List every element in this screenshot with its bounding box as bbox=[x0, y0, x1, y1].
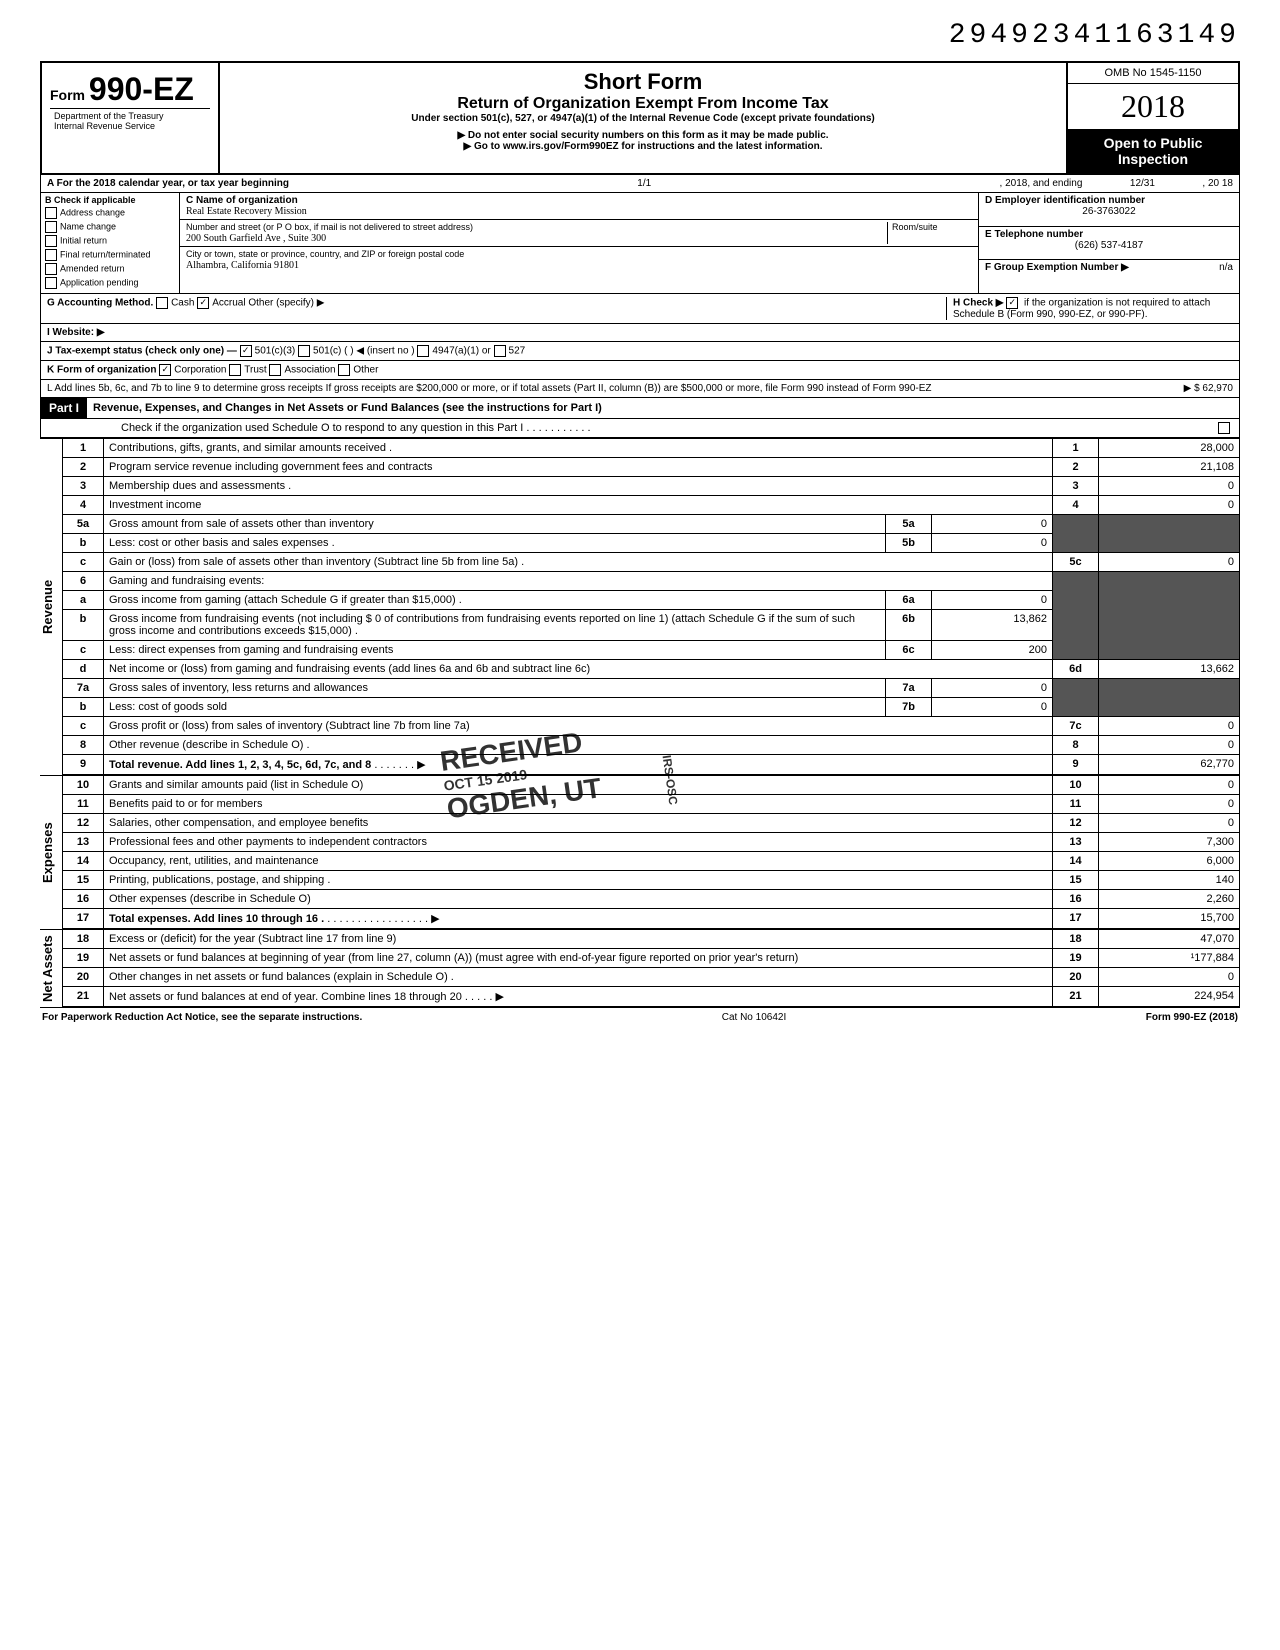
checkbox-b-option[interactable]: Address change bbox=[45, 207, 175, 219]
checkbox-corp[interactable]: ✓ bbox=[159, 364, 171, 376]
section-e: E Telephone number (626) 537-4187 bbox=[979, 227, 1239, 261]
checkbox-b-option[interactable]: Name change bbox=[45, 221, 175, 233]
checkbox-b-option[interactable]: Application pending bbox=[45, 277, 175, 289]
checkbox-trust[interactable] bbox=[229, 364, 241, 376]
title-under: Under section 501(c), 527, or 4947(a)(1)… bbox=[230, 113, 1056, 124]
warn-ssn: ▶ Do not enter social security numbers o… bbox=[230, 130, 1056, 141]
row-k: K Form of organization ✓Corporation Trus… bbox=[40, 361, 1240, 380]
checkbox-501c[interactable] bbox=[298, 345, 310, 357]
form-label: Form 990-EZ bbox=[50, 71, 210, 108]
title-short: Short Form bbox=[230, 69, 1056, 95]
row-j: J Tax-exempt status (check only one) — ✓… bbox=[40, 342, 1240, 361]
part1-header: Part I Revenue, Expenses, and Changes in… bbox=[41, 398, 1239, 418]
checkbox-cash[interactable] bbox=[156, 297, 168, 309]
checkbox-b-option[interactable]: Final return/terminated bbox=[45, 249, 175, 261]
section-c-city: City or town, state or province, country… bbox=[180, 247, 978, 273]
section-f: F Group Exemption Number ▶ n/a bbox=[979, 260, 1239, 293]
checkbox-b-option[interactable]: Amended return bbox=[45, 263, 175, 275]
checkbox-527[interactable] bbox=[494, 345, 506, 357]
side-netassets: Net Assets bbox=[40, 929, 63, 1007]
dept-treasury: Department of the Treasury Internal Reve… bbox=[50, 108, 210, 133]
section-c-name: C Name of organization Real Estate Recov… bbox=[180, 193, 978, 220]
form-header: Form 990-EZ Department of the Treasury I… bbox=[40, 61, 1240, 175]
checkbox-assoc[interactable] bbox=[269, 364, 281, 376]
checkbox-part1[interactable] bbox=[1218, 422, 1230, 434]
tax-year: 2018 bbox=[1068, 84, 1238, 129]
warn-url: ▶ Go to www.irs.gov/Form990EZ for instru… bbox=[230, 141, 1056, 152]
line-a: A For the 2018 calendar year, or tax yea… bbox=[40, 175, 1240, 193]
checkbox-other[interactable] bbox=[338, 364, 350, 376]
checkbox-accrual[interactable]: ✓ bbox=[197, 297, 209, 309]
row-l: L Add lines 5b, 6c, and 7b to line 9 to … bbox=[40, 380, 1240, 398]
omb-number: OMB No 1545-1150 bbox=[1068, 63, 1238, 84]
section-b: B Check if applicable Address changeName… bbox=[41, 193, 180, 293]
title-main: Return of Organization Exempt From Incom… bbox=[230, 95, 1056, 113]
checkbox-501c3[interactable]: ✓ bbox=[240, 345, 252, 357]
info-grid: B Check if applicable Address changeName… bbox=[40, 193, 1240, 294]
checkbox-h[interactable]: ✓ bbox=[1006, 297, 1018, 309]
row-g-h: G Accounting Method. Cash ✓Accrual Other… bbox=[40, 294, 1240, 324]
section-c-address: Number and street (or P O box, if mail i… bbox=[180, 220, 978, 247]
netassets-table: 18Excess or (deficit) for the year (Subt… bbox=[63, 929, 1240, 1007]
expenses-table: 10Grants and similar amounts paid (list … bbox=[63, 775, 1240, 929]
section-d: D Employer identification number 26-3763… bbox=[979, 193, 1239, 227]
row-i: I Website: ▶ bbox=[40, 324, 1240, 342]
side-revenue: Revenue bbox=[40, 438, 63, 775]
checkbox-b-option[interactable]: Initial return bbox=[45, 235, 175, 247]
revenue-table: 1Contributions, gifts, grants, and simil… bbox=[63, 438, 1240, 775]
side-expenses: Expenses bbox=[40, 775, 63, 929]
document-number: 29492341163149 bbox=[40, 20, 1240, 51]
part1-check-row: Check if the organization used Schedule … bbox=[41, 418, 1239, 437]
footer: For Paperwork Reduction Act Notice, see … bbox=[40, 1007, 1240, 1027]
checkbox-4947[interactable] bbox=[417, 345, 429, 357]
open-public-badge: Open to Public Inspection bbox=[1068, 129, 1238, 173]
